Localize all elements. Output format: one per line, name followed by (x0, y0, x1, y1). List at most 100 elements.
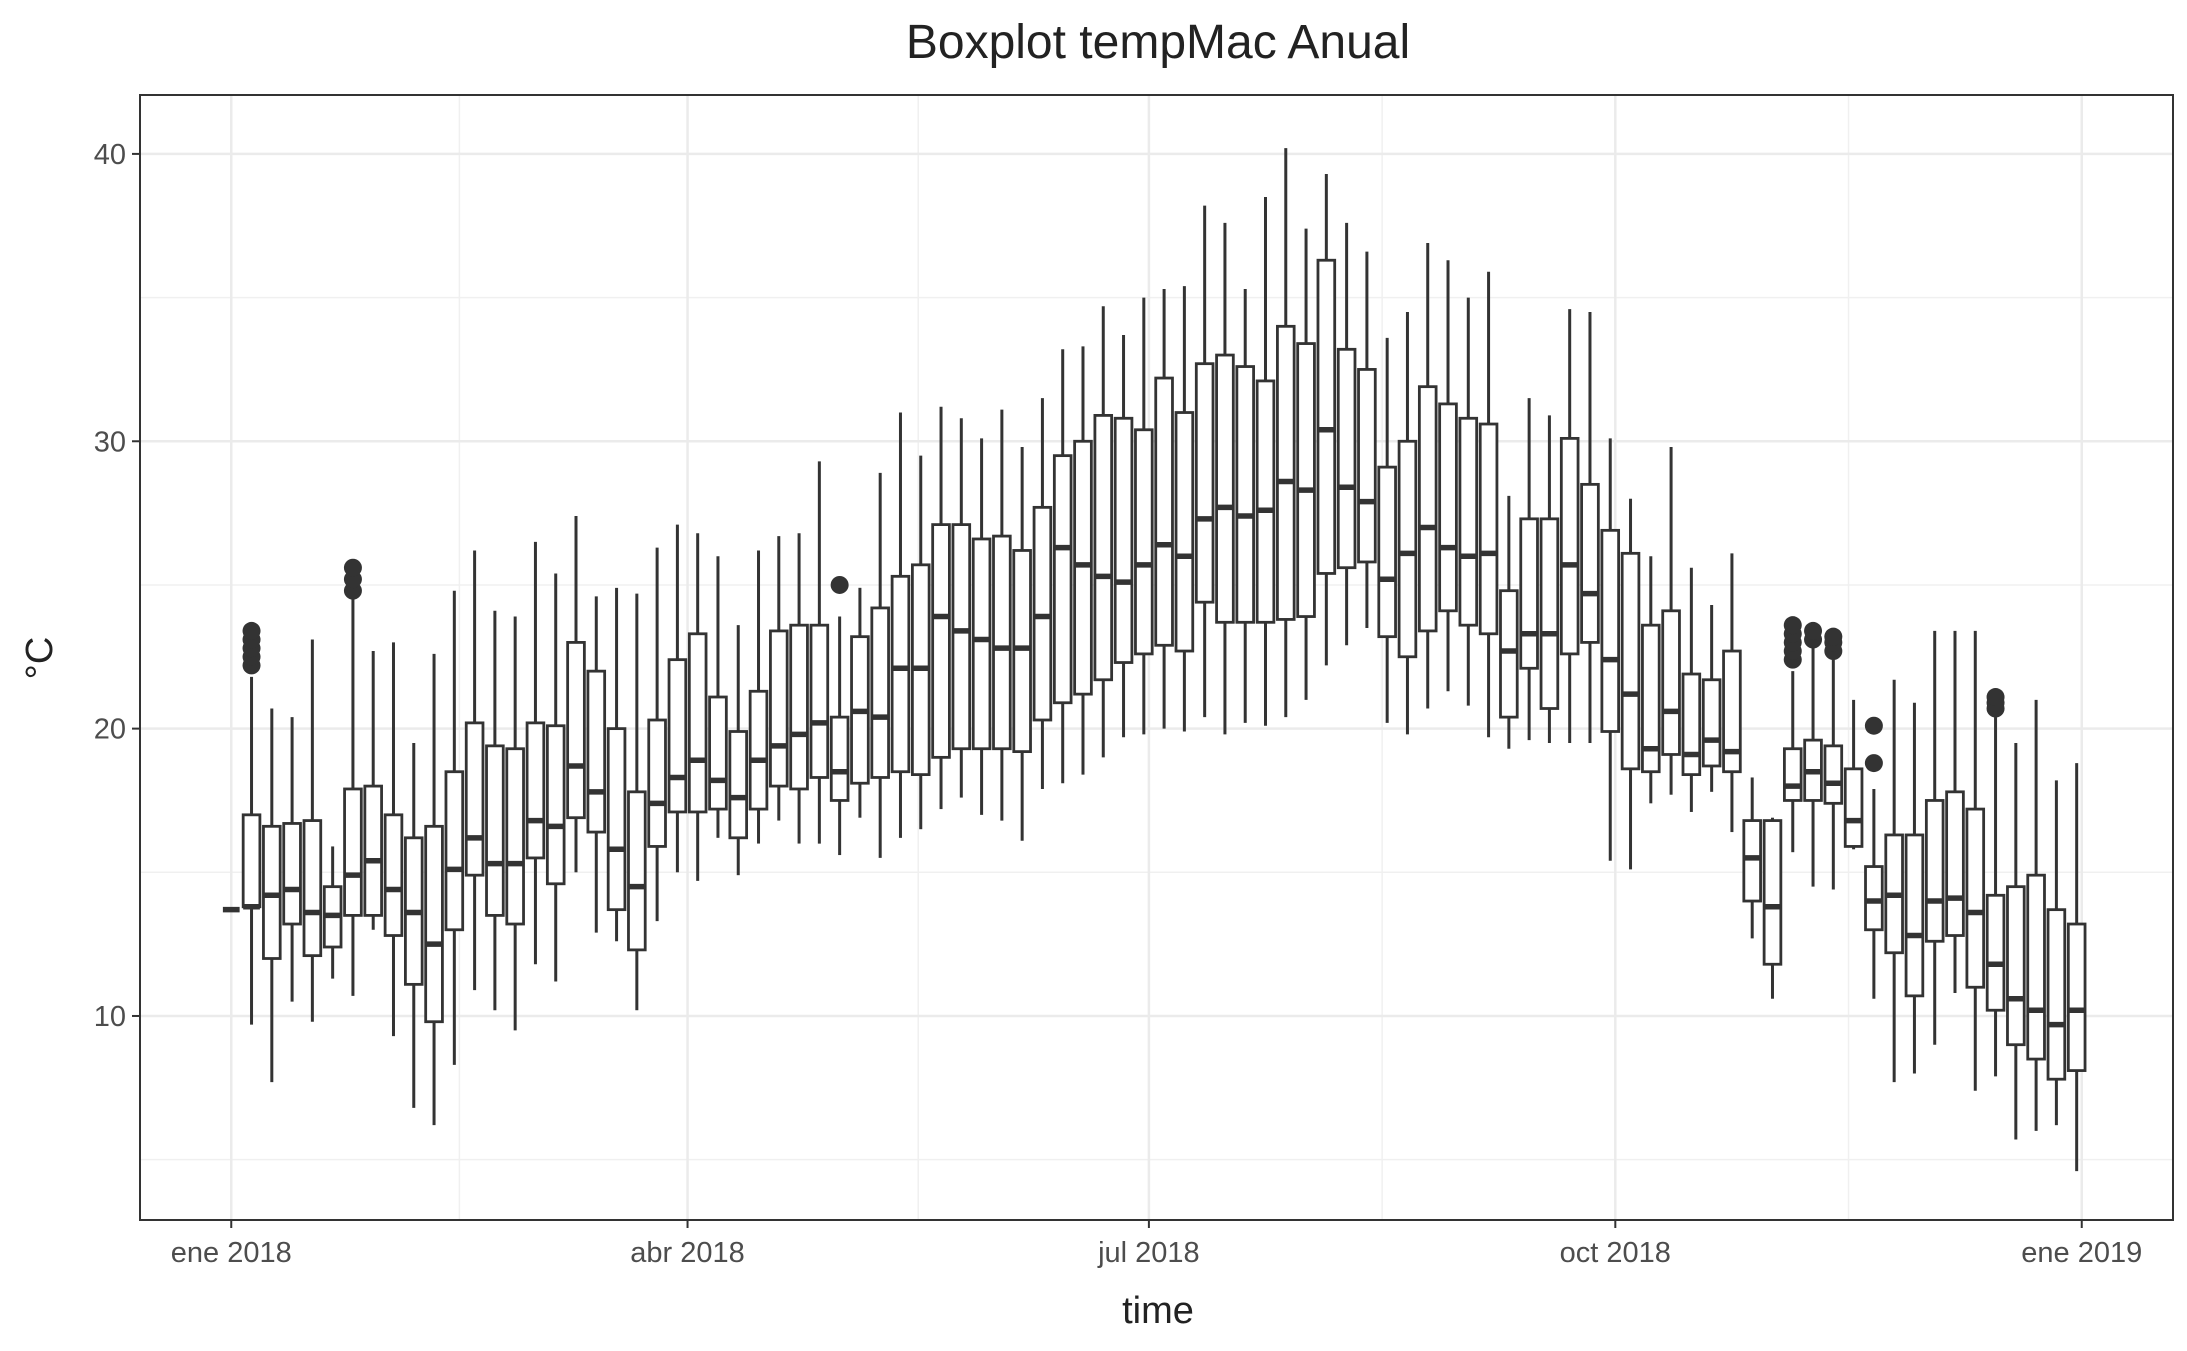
box (1945, 790, 1965, 937)
box (2026, 873, 2046, 1061)
box (870, 606, 890, 779)
box (728, 730, 749, 840)
box (829, 715, 850, 802)
box (1762, 819, 1783, 966)
box (1864, 865, 1884, 932)
box (1052, 454, 1073, 705)
box (1397, 439, 1418, 659)
box (647, 718, 667, 848)
box (931, 523, 951, 759)
box (262, 824, 282, 960)
box (1722, 649, 1742, 774)
box (1823, 744, 1844, 805)
box (505, 747, 525, 926)
box (627, 790, 647, 952)
outlier (1804, 621, 1823, 640)
box (1073, 439, 1093, 696)
box (1458, 416, 1479, 627)
box (1154, 376, 1174, 647)
box (951, 523, 972, 751)
box (1600, 528, 1621, 733)
box (748, 689, 769, 811)
box (1499, 589, 1519, 719)
box (1276, 324, 1296, 621)
box (1296, 342, 1316, 618)
box (1661, 609, 1681, 756)
outlier (1864, 716, 1883, 735)
box (1215, 353, 1235, 624)
box (343, 787, 363, 917)
box (363, 784, 383, 917)
plot-border (139, 94, 2174, 1221)
box (1742, 819, 1762, 903)
outlier (1864, 754, 1883, 773)
outlier (1986, 688, 2005, 707)
box (464, 721, 485, 877)
box (1701, 678, 1722, 768)
box (667, 658, 688, 814)
box (485, 744, 505, 917)
box (606, 727, 627, 912)
box (1134, 428, 1154, 656)
box (1113, 416, 1134, 664)
box (971, 537, 992, 751)
box (1641, 623, 1661, 774)
box (586, 669, 607, 834)
box (789, 623, 809, 791)
box (1316, 258, 1337, 575)
x-tick-label: oct 2018 (1560, 1237, 1671, 1269)
box (1965, 807, 1986, 989)
box (2006, 885, 2026, 1047)
box (1924, 799, 1945, 943)
y-tick-label: 10 (94, 1001, 126, 1033)
box (1093, 414, 1114, 682)
box (1620, 551, 1641, 771)
chart-title: Boxplot tempMac Anual (906, 16, 1410, 69)
outlier (343, 558, 362, 577)
box (1174, 411, 1195, 653)
box (1478, 422, 1499, 636)
box (2046, 908, 2067, 1081)
plot-background (140, 95, 2173, 1220)
box (2066, 922, 2087, 1072)
box (1336, 347, 1357, 570)
x-tick-label: jul 2018 (1097, 1237, 1200, 1269)
box (1417, 385, 1438, 633)
outlier (1783, 616, 1802, 635)
box (1377, 465, 1397, 639)
outlier (1824, 627, 1843, 646)
x-tick-label: ene 2019 (2021, 1237, 2142, 1269)
box (1438, 402, 1458, 613)
x-tick-label: abr 2018 (630, 1237, 745, 1269)
box (687, 632, 708, 814)
box (1985, 893, 2006, 1012)
box (1782, 747, 1803, 802)
box (1235, 365, 1255, 624)
box (444, 770, 465, 932)
box (545, 724, 566, 886)
box (424, 824, 444, 1024)
x-tick-label: ene 2018 (171, 1237, 292, 1269)
box (525, 721, 546, 860)
box (1580, 482, 1600, 644)
box (809, 623, 830, 779)
box (1357, 368, 1377, 564)
outlier (242, 621, 261, 640)
x-axis-title: time (1122, 1290, 1194, 1332)
box (1012, 549, 1032, 754)
box (1559, 436, 1580, 656)
y-tick-label: 40 (94, 139, 126, 171)
box (1519, 517, 1539, 670)
box (282, 822, 302, 926)
box (1904, 833, 1925, 998)
box (302, 819, 323, 958)
y-tick-label: 20 (94, 714, 126, 746)
outlier (830, 575, 849, 594)
box (566, 641, 586, 820)
box (769, 629, 789, 788)
box (241, 813, 262, 909)
y-tick-label: 30 (94, 426, 126, 458)
y-axis-title: °C (19, 637, 61, 680)
